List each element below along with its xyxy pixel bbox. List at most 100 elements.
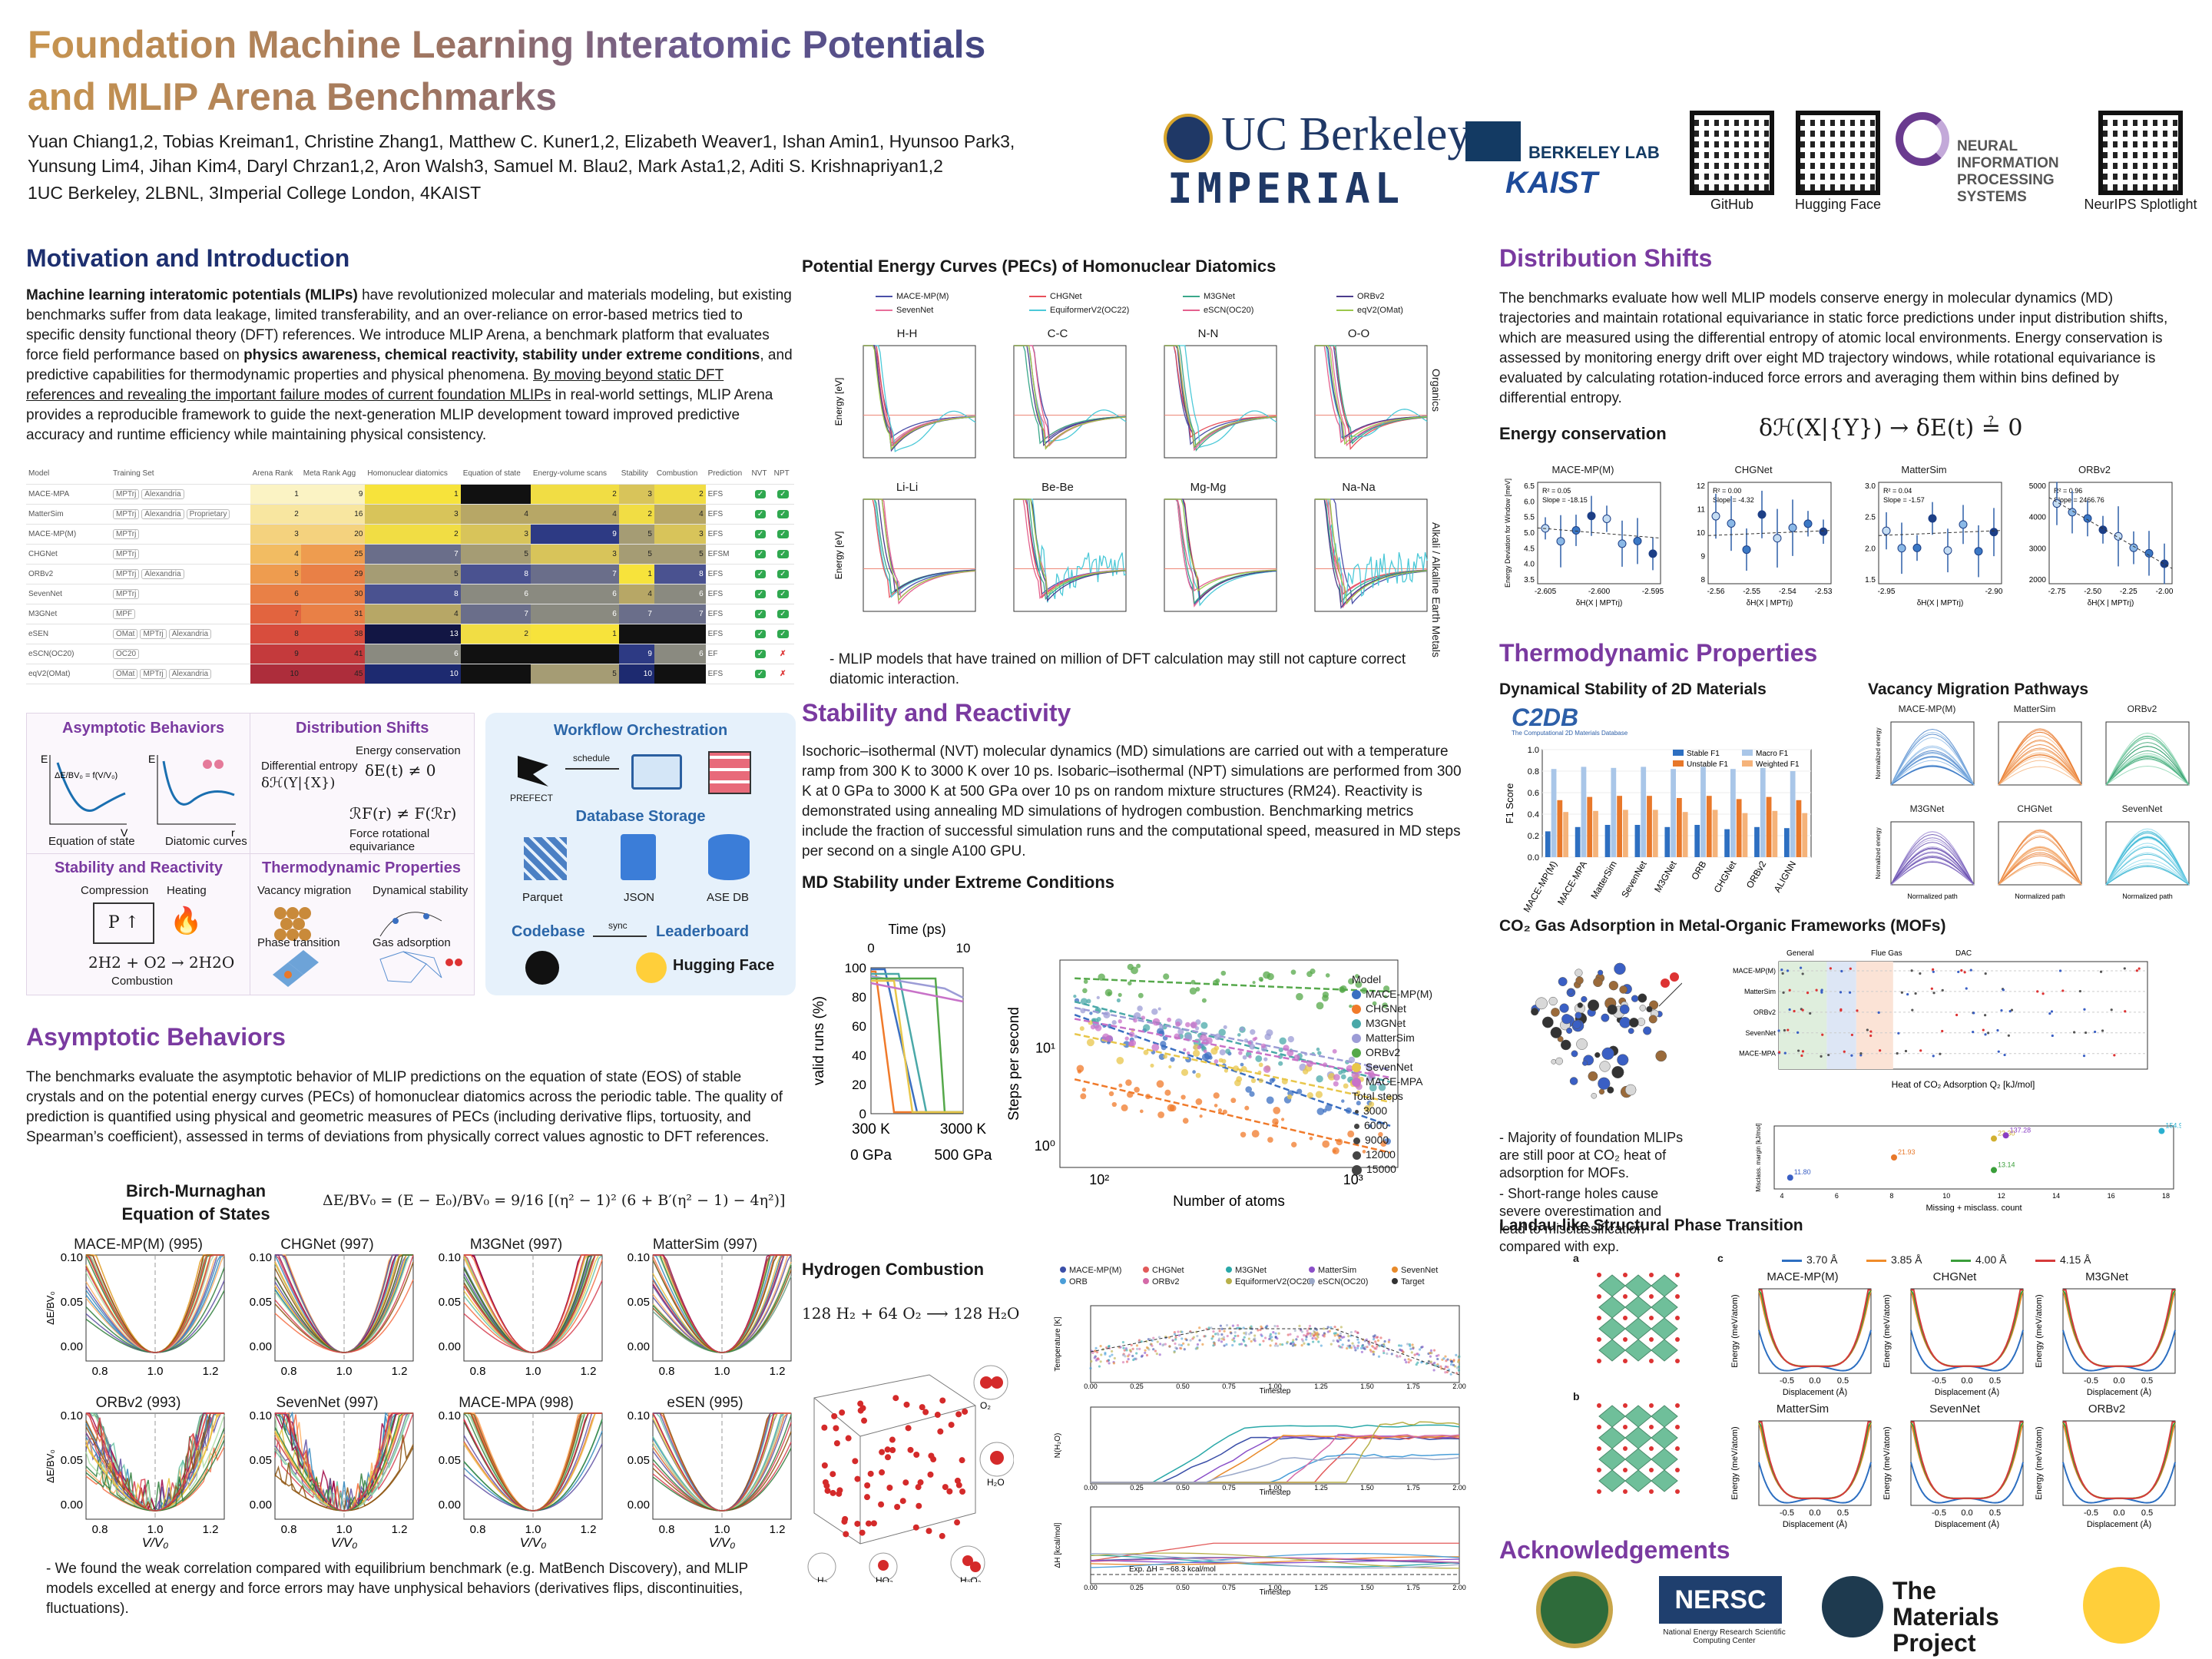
y-axis-label: ΔE/BV₀ bbox=[46, 1449, 56, 1483]
md-point bbox=[1157, 1007, 1161, 1011]
f1-bar bbox=[1736, 799, 1742, 857]
y-tick: 1.0 bbox=[1528, 746, 1539, 755]
model-label: ORBv2 bbox=[1753, 1008, 1776, 1016]
x-axis-label: Normalized path bbox=[2015, 892, 2065, 900]
md-point bbox=[1317, 1051, 1322, 1055]
y-tick: 0.10 bbox=[439, 1409, 461, 1422]
size-legend-dot bbox=[1353, 1151, 1361, 1160]
plot-panel: CHGNet R² = 0.00 Slope = -4.32 12 11 10 9 8 -2.5… bbox=[1670, 464, 1837, 616]
x-tick: 4 bbox=[1780, 1192, 1783, 1200]
y-tick: 0.00 bbox=[61, 1498, 83, 1512]
comb-x-tick: 0.25 bbox=[1130, 1382, 1144, 1390]
x-axis-label: δH(X | MPTrj) bbox=[2088, 599, 2134, 608]
npt-status-icon: ✓ bbox=[777, 549, 789, 558]
x-tick: 0.0 bbox=[1961, 1376, 1972, 1386]
asymptotic-text: The benchmarks evaluate the asymptotic b… bbox=[26, 1069, 783, 1145]
md-point bbox=[1369, 1084, 1377, 1092]
pec-side-label-metals: Alkali / Alkaline Earth Metals bbox=[1430, 522, 1442, 657]
workflow-panel: Workflow Orchestration PREFECT schedule … bbox=[485, 713, 796, 995]
x-tick: 1.2 bbox=[203, 1523, 219, 1536]
plot-panel: CHGNet (997) 0.10 0.05 0.00 0.8 1.0 1.2 bbox=[235, 1237, 419, 1392]
huggingface-icon[interactable] bbox=[636, 952, 667, 983]
rank-col-header: Stability bbox=[618, 464, 654, 485]
legend-label: SevenNet bbox=[896, 306, 934, 315]
rank-row: ORBv2 MPTrj Alexandria 5 29 5 8 7 1 8 EFS ✓ ✓ bbox=[26, 564, 794, 584]
imperial-logo: IMPERIAL bbox=[1167, 164, 1405, 213]
legend-dot bbox=[1352, 1005, 1361, 1015]
md-point bbox=[1111, 1020, 1117, 1025]
y-tick: 0.4 bbox=[1528, 810, 1539, 820]
comb-x-tick: 0.00 bbox=[1084, 1382, 1098, 1390]
md-point bbox=[1271, 1078, 1276, 1082]
md-point bbox=[1168, 1065, 1172, 1069]
size-legend-dot bbox=[1355, 1109, 1359, 1114]
rank-col-header: Model bbox=[26, 464, 111, 485]
md-point bbox=[1124, 1036, 1129, 1041]
y-tick: 10⁰ bbox=[1035, 1138, 1055, 1154]
comb-y-label: ΔH [kcal/mol] bbox=[1054, 1522, 1062, 1568]
comb-x-tick: 1.25 bbox=[1314, 1584, 1328, 1591]
md-point bbox=[1136, 963, 1141, 969]
md-point bbox=[1129, 1031, 1135, 1038]
pec-note: - MLIP models that have trained on milli… bbox=[830, 651, 1406, 687]
md-point bbox=[1205, 1037, 1213, 1045]
md-point bbox=[1283, 1045, 1290, 1051]
rank-row: MACE-MPA MPTrj Alexandria 1 9 1 2 3 2 EFS ✓ ✓ bbox=[26, 484, 794, 505]
md-point bbox=[1296, 992, 1303, 1001]
x-tick: -0.5 bbox=[1780, 1376, 1794, 1386]
landau-title: Landau-like Structural Phase Transition bbox=[1499, 1217, 1803, 1234]
y-tick: 1.5 bbox=[1865, 576, 1876, 584]
md-point bbox=[1116, 998, 1121, 1003]
co2-title: CO₂ Gas Adsorption in Metal-Organic Fram… bbox=[1499, 917, 1946, 935]
panel-title: MatterSim bbox=[1776, 1402, 1830, 1416]
comb-x-tick: 0.50 bbox=[1176, 1382, 1190, 1390]
github-icon[interactable] bbox=[525, 951, 559, 985]
legend-dot bbox=[1226, 1267, 1232, 1273]
misclass-value: 13.14 bbox=[1998, 1161, 2015, 1168]
f1-bar bbox=[1796, 800, 1802, 857]
x-tick: 1.0 bbox=[714, 1523, 730, 1536]
md-point bbox=[1332, 1048, 1337, 1054]
training-set-chip: Alexandria bbox=[141, 508, 184, 519]
qr-label-github: GitHub bbox=[1710, 197, 1754, 212]
legend-swatch bbox=[1336, 310, 1353, 312]
x-axis-label: Displacement (Å) bbox=[1783, 1519, 1847, 1529]
md-title: MD Stability under Extreme Conditions bbox=[802, 873, 1115, 892]
pec-panels: H-H Energy [eV] C-C N-N O-O Li-Li Energy [eV] B… bbox=[833, 327, 1447, 636]
valid-tick: 80 bbox=[852, 990, 866, 1005]
time-tick: 0 bbox=[867, 941, 874, 955]
neurips-qr-code[interactable] bbox=[2098, 111, 2183, 195]
panel-title: M3GNet bbox=[2085, 1270, 2128, 1283]
svg-text:ΔE/BV₀ = f(V/V₀): ΔE/BV₀ = f(V/V₀) bbox=[55, 771, 118, 780]
md-point bbox=[1383, 985, 1390, 992]
legend-dot bbox=[1352, 1019, 1361, 1029]
valid-tick: 100 bbox=[845, 961, 866, 975]
comb-x-tick: 0.25 bbox=[1130, 1584, 1144, 1591]
md-point bbox=[1266, 1096, 1274, 1104]
huggingface-qr-code[interactable] bbox=[1796, 111, 1880, 195]
f1-bar bbox=[1652, 810, 1658, 857]
stability-text: Isochoric–isothermal (NVT) molecular dyn… bbox=[802, 743, 1462, 859]
npt-status-icon: ✗ bbox=[780, 649, 786, 658]
nvt-check-icon: ✓ bbox=[754, 489, 767, 498]
x-axis-label: V/V₀ bbox=[709, 1535, 736, 1550]
md-fit-line bbox=[1075, 977, 1391, 993]
perovskite-illustration bbox=[1597, 1273, 1680, 1494]
legend-dot bbox=[1143, 1267, 1149, 1273]
misclass-value: 137.28 bbox=[2010, 1126, 2032, 1134]
md-point bbox=[1192, 1070, 1196, 1074]
rank-row: SevenNet MPTrj 6 30 8 6 6 4 6 EFS ✓ ✓ bbox=[26, 584, 794, 604]
md-point bbox=[1267, 972, 1274, 981]
y-axis-label: Energy (meV/atom) bbox=[1883, 1294, 1892, 1367]
md-point bbox=[1128, 981, 1132, 986]
legend-label: ORBv2 bbox=[1357, 292, 1385, 301]
panel-title: O-O bbox=[1347, 327, 1370, 340]
model-label: SevenNet bbox=[1745, 1029, 1776, 1037]
plot-panel: MatterSim bbox=[1982, 704, 2088, 803]
github-qr-code[interactable] bbox=[1690, 111, 1774, 195]
r2-label: R² = 0.00 bbox=[1713, 487, 1741, 495]
md-point bbox=[1251, 1130, 1260, 1138]
x-tick: 1.0 bbox=[525, 1523, 541, 1536]
energy-conservation-title: Energy conservation bbox=[1499, 424, 1667, 443]
md-point bbox=[1208, 1055, 1213, 1060]
